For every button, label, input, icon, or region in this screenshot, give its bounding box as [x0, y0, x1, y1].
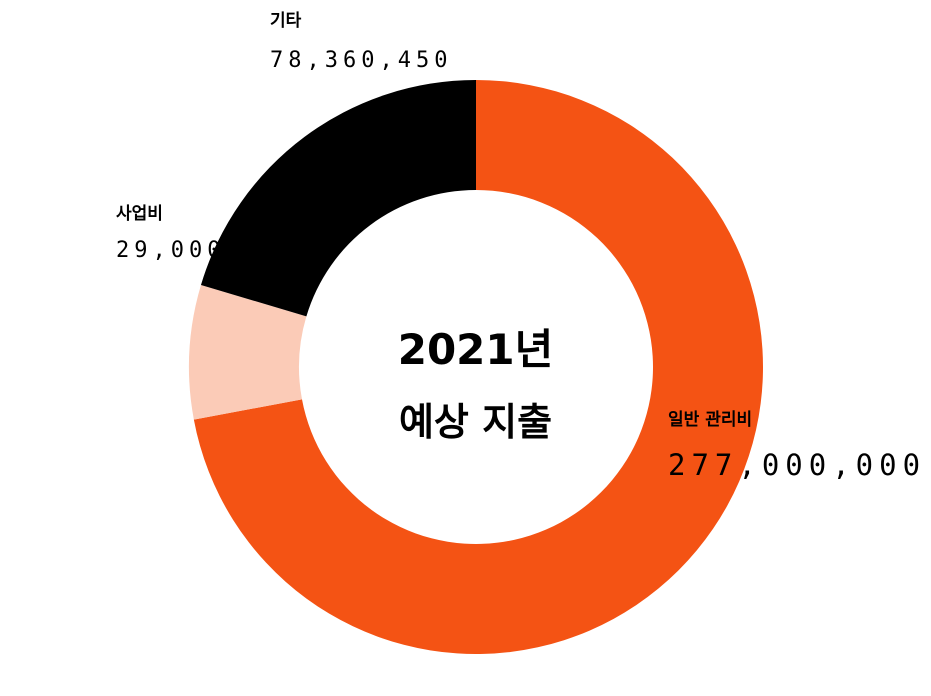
slice-label-business: 사업비 — [116, 204, 163, 224]
slice-label-other: 기타 — [270, 11, 302, 31]
center-title-subtitle: 예상 지출 — [398, 400, 553, 444]
center-title-year: 2021년 — [397, 325, 554, 374]
slice-business — [189, 284, 307, 420]
slice-value-other: 78,360,450 — [270, 48, 453, 73]
slice-value-general-admin: 277,000,000 — [668, 448, 927, 482]
slice-value-business: 29,000,000 — [116, 238, 299, 263]
slice-other — [200, 80, 476, 317]
slice-general-admin — [193, 80, 764, 654]
slice-label-general-admin: 일반 관리비 — [668, 410, 753, 430]
